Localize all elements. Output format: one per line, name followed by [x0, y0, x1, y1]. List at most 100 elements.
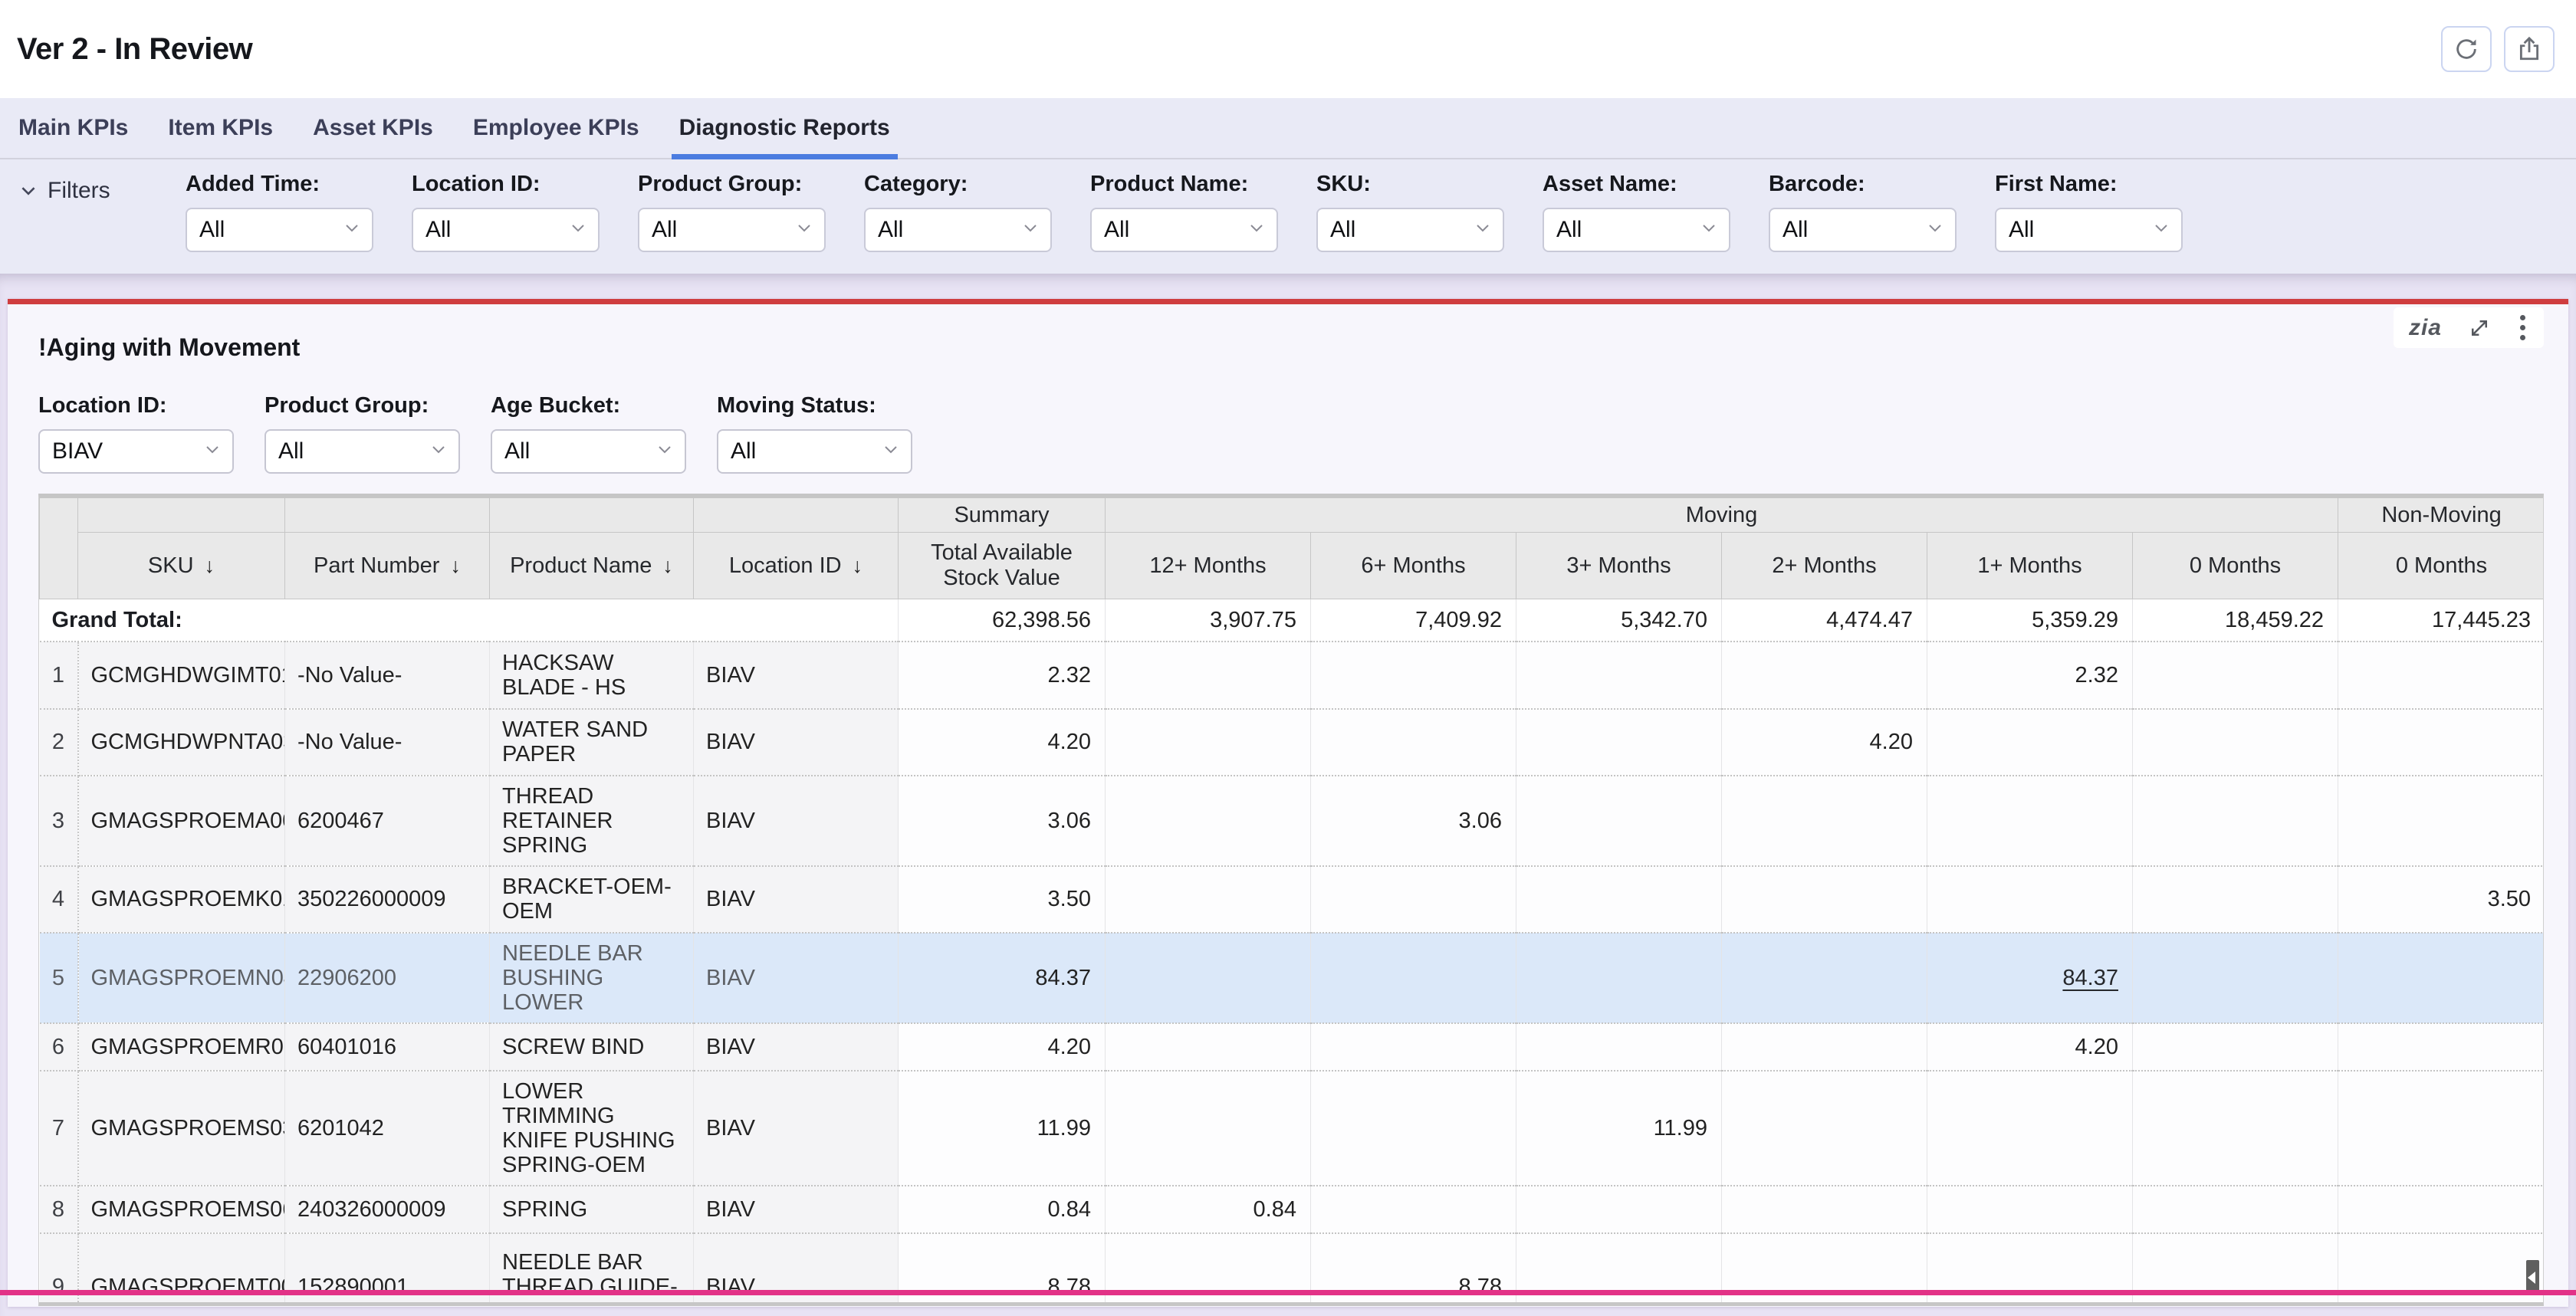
product-name-label: Product Name: [1090, 172, 1278, 197]
first-name-select[interactable]: All [1995, 208, 2183, 252]
group-header-blank [285, 498, 490, 533]
column-header-0-months: 0 Months [2133, 533, 2338, 599]
row-number-cell: 2 [40, 709, 78, 776]
product-name-select[interactable]: All [1090, 208, 1278, 252]
value-cell [1516, 642, 1722, 709]
barcode-select[interactable]: All [1769, 208, 1957, 252]
column-header-label: 0 Months [2396, 553, 2487, 578]
value-cell [1722, 1186, 1927, 1233]
tab-item-kpis[interactable]: Item KPIs [168, 115, 273, 159]
column-header-label: Location ID [729, 553, 842, 578]
age-bucket-select[interactable]: All [491, 429, 686, 474]
first-name-filter: First Name: All [1995, 172, 2183, 252]
sort-descending-icon[interactable]: ↓ [450, 554, 461, 577]
sku-select[interactable]: All [1316, 208, 1504, 252]
value-cell [1311, 866, 1516, 933]
value-cell [2133, 709, 2338, 776]
sort-descending-icon[interactable]: ↓ [205, 554, 215, 577]
value-cell [2133, 642, 2338, 709]
chevron-down-icon [656, 438, 674, 464]
value-link[interactable]: 84.37 [2062, 966, 2118, 990]
value-cell [1106, 642, 1311, 709]
sku-cell: GMAGSPROEMA00 [78, 776, 285, 866]
moving-status-select[interactable]: All [717, 429, 912, 474]
filters-toggle[interactable]: Filters [18, 178, 186, 204]
table-row: 6GMAGSPROEMR0060401016SCREW BINDBIAV4.20… [40, 1023, 2545, 1071]
column-header-label: Total Available Stock Value [931, 540, 1073, 590]
pivot-table: SummaryMovingNon-MovingSKU↓Part Number↓P… [39, 497, 2544, 1306]
product-group-select[interactable]: All [264, 429, 460, 474]
value-cell: 4.20 [1927, 1023, 2133, 1071]
page-header: Ver 2 - In Review [0, 0, 2576, 98]
tab-employee-kpis[interactable]: Employee KPIs [473, 115, 639, 159]
grand-total-value: 3,907.75 [1106, 599, 1311, 642]
refresh-button[interactable] [2441, 26, 2492, 72]
value-cell: 0.84 [1106, 1186, 1311, 1233]
part-number-cell: 6200467 [285, 776, 490, 866]
grand-total-value: 7,409.92 [1311, 599, 1516, 642]
asset-name-select[interactable]: All [1543, 208, 1730, 252]
value-cell: 3.06 [899, 776, 1106, 866]
group-header-row: SummaryMovingNon-Moving [40, 498, 2545, 533]
column-header-product-name[interactable]: Product Name ↓ [490, 533, 694, 599]
product-group-select[interactable]: All [638, 208, 826, 252]
value-cell [2133, 866, 2338, 933]
selected-value: All [878, 217, 903, 243]
value-cell: 3.50 [899, 866, 1106, 933]
chevron-down-icon [1926, 217, 1944, 243]
location-id-filter: Location ID:BIAV [38, 393, 234, 474]
category-select[interactable]: All [864, 208, 1052, 252]
chevron-down-icon [569, 217, 587, 243]
tab-diagnostic-reports[interactable]: Diagnostic Reports [679, 115, 890, 159]
added-time-select[interactable]: All [186, 208, 373, 252]
product-name-cell: NEEDLE BAR BUSHING LOWER [490, 933, 694, 1023]
chevron-down-icon [1474, 217, 1492, 243]
selected-value: All [426, 217, 451, 243]
value-cell [1927, 709, 2133, 776]
location-id-select[interactable]: All [412, 208, 600, 252]
value-cell: 4.20 [899, 1023, 1106, 1071]
grand-total-value: 62,398.56 [899, 599, 1106, 642]
barcode-label: Barcode: [1769, 172, 1957, 197]
sku-filter: SKU:All [1316, 172, 1504, 252]
group-header-blank [78, 498, 285, 533]
location-id-cell: BIAV [694, 933, 899, 1023]
column-header-label: Product Name [510, 553, 652, 578]
more-options-icon[interactable] [2517, 313, 2528, 342]
part-number-cell: -No Value- [285, 709, 490, 776]
row-number-cell: 3 [40, 776, 78, 866]
location-id-select[interactable]: BIAV [38, 429, 234, 474]
report-panel: !Aging with Movement zia Location ID:BIA… [8, 299, 2568, 1307]
selected-value: All [652, 217, 677, 243]
expand-icon[interactable] [2468, 317, 2491, 340]
value-cell [2133, 933, 2338, 1023]
value-cell [1722, 1071, 1927, 1186]
value-cell: 3.06 [1311, 776, 1516, 866]
column-header-label: 1+ Months [1977, 553, 2082, 578]
column-header-part-number[interactable]: Part Number↓ [285, 533, 490, 599]
sku-cell: GMAGSPROEMK01 [78, 866, 285, 933]
zia-icon[interactable]: zia [2409, 315, 2442, 341]
tab-asset-kpis[interactable]: Asset KPIs [313, 115, 433, 159]
chevron-down-icon [1700, 217, 1718, 243]
report-filters: Location ID:BIAVProduct Group:AllAge Buc… [38, 393, 2545, 474]
selected-value: All [1556, 217, 1582, 243]
filters-toggle-label: Filters [48, 178, 110, 204]
age-bucket-label: Age Bucket: [491, 393, 686, 418]
chevron-down-icon [795, 217, 813, 243]
value-cell [1722, 642, 1927, 709]
column-header-location-id[interactable]: Location ID ↓ [694, 533, 899, 599]
added-time-filter: Added Time:All [186, 172, 373, 252]
value-cell [2338, 1186, 2544, 1233]
sort-descending-icon[interactable]: ↓ [662, 554, 673, 577]
sort-descending-icon[interactable]: ↓ [853, 554, 863, 577]
row-number-cell: 4 [40, 866, 78, 933]
part-number-cell: 60401016 [285, 1023, 490, 1071]
column-header-sku[interactable]: SKU↓ [78, 533, 285, 599]
export-button[interactable] [2504, 26, 2555, 72]
value-cell [2338, 642, 2544, 709]
tab-main-kpis[interactable]: Main KPIs [18, 115, 128, 159]
chevron-down-icon [203, 438, 222, 464]
sku-cell: GCMGHDWGIMT01 [78, 642, 285, 709]
first-name-label: First Name: [1995, 172, 2183, 197]
